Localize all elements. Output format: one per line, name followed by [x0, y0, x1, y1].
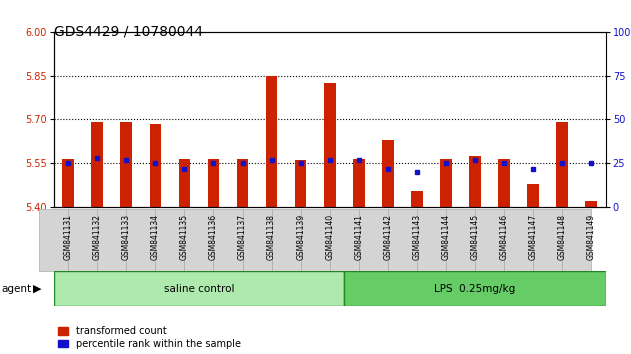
Text: GSM841146: GSM841146 — [500, 214, 509, 260]
Text: GSM841131: GSM841131 — [64, 214, 73, 260]
Text: GSM841136: GSM841136 — [209, 214, 218, 260]
Text: GSM841140: GSM841140 — [325, 214, 334, 260]
Text: GSM841147: GSM841147 — [529, 214, 538, 260]
Text: GSM841139: GSM841139 — [296, 214, 305, 260]
Text: GSM841149: GSM841149 — [587, 214, 596, 260]
Text: GSM841133: GSM841133 — [122, 214, 131, 260]
Bar — [528, 184, 539, 207]
Bar — [533, 209, 562, 271]
Bar — [440, 159, 452, 207]
Legend: transformed count, percentile rank within the sample: transformed count, percentile rank withi… — [59, 326, 241, 349]
Text: LPS  0.25mg/kg: LPS 0.25mg/kg — [434, 284, 516, 293]
Bar — [97, 209, 126, 271]
Text: GSM841143: GSM841143 — [413, 214, 422, 260]
Bar — [271, 209, 300, 271]
Text: saline control: saline control — [163, 284, 234, 293]
Bar — [155, 209, 184, 271]
Text: GSM841144: GSM841144 — [442, 214, 451, 260]
Text: GSM841137: GSM841137 — [238, 214, 247, 260]
Bar — [446, 209, 475, 271]
Text: GSM841142: GSM841142 — [383, 214, 392, 260]
Text: GSM841148: GSM841148 — [558, 214, 567, 260]
Text: GSM841138: GSM841138 — [267, 214, 276, 260]
Bar — [126, 209, 155, 271]
Text: GDS4429 / 10780044: GDS4429 / 10780044 — [54, 25, 203, 39]
Bar — [295, 160, 307, 207]
Bar — [359, 209, 388, 271]
Bar — [382, 140, 394, 207]
Bar — [417, 209, 446, 271]
Bar — [329, 209, 359, 271]
Bar — [208, 159, 220, 207]
Text: GSM841145: GSM841145 — [471, 214, 480, 260]
Bar — [150, 124, 161, 207]
Text: GSM841132: GSM841132 — [93, 214, 102, 260]
Bar — [498, 159, 510, 207]
Bar — [242, 209, 271, 271]
Bar — [68, 209, 97, 271]
Bar — [353, 159, 365, 207]
Bar — [562, 209, 591, 271]
Bar — [475, 209, 504, 271]
Text: GSM841135: GSM841135 — [180, 214, 189, 260]
Text: GSM841141: GSM841141 — [354, 214, 363, 260]
Bar — [469, 156, 481, 207]
Bar — [504, 209, 533, 271]
Bar — [388, 209, 417, 271]
Text: ▶: ▶ — [33, 284, 41, 293]
Bar — [586, 201, 597, 207]
Text: GSM841134: GSM841134 — [151, 214, 160, 260]
Bar — [300, 209, 329, 271]
Bar — [121, 122, 132, 207]
Bar — [324, 83, 336, 207]
Bar — [184, 209, 213, 271]
Bar — [345, 271, 606, 306]
Bar — [179, 159, 190, 207]
Bar — [62, 159, 74, 207]
Bar — [213, 209, 242, 271]
Bar — [557, 122, 568, 207]
Bar — [266, 76, 278, 207]
Text: agent: agent — [1, 284, 32, 293]
Bar — [54, 271, 345, 306]
Bar — [411, 191, 423, 207]
Bar — [91, 122, 103, 207]
Bar — [39, 209, 68, 271]
Bar — [237, 159, 249, 207]
